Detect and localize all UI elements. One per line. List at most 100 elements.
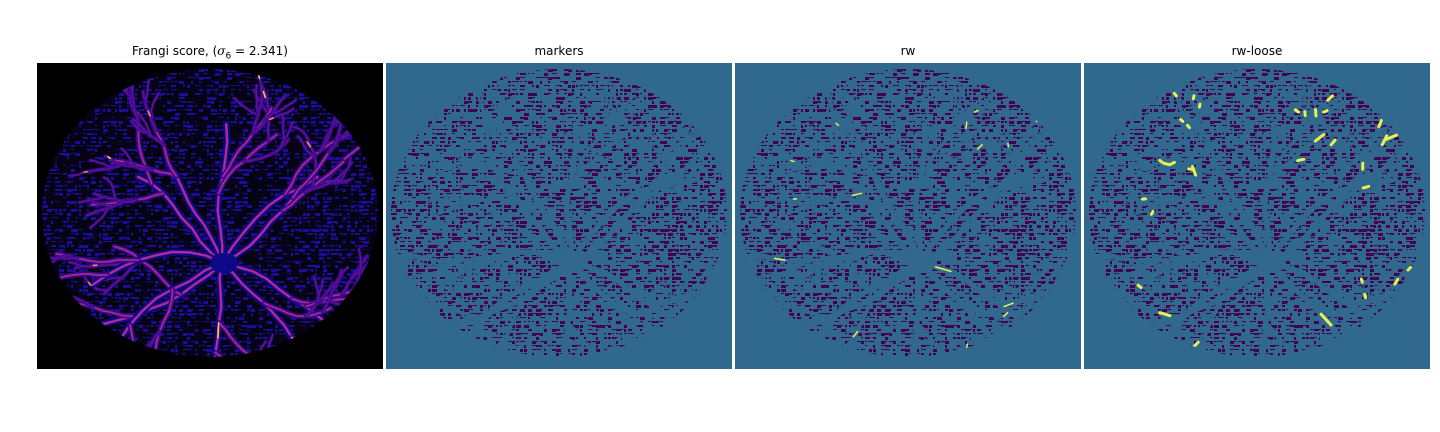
- vessel: [833, 174, 923, 266]
- vessel: [1155, 158, 1226, 178]
- vessel: [1115, 261, 1146, 268]
- highlight-segment: [1179, 118, 1185, 123]
- vessel-edge: [149, 92, 160, 117]
- vessel-edge: [78, 196, 106, 203]
- rw-title: rw: [900, 44, 916, 58]
- highlight-segment: [835, 122, 840, 127]
- highlight-segment: [1007, 142, 1010, 148]
- vessel: [1159, 244, 1230, 297]
- vessel-edge: [338, 157, 352, 184]
- vessel: [453, 155, 477, 167]
- vessel: [976, 121, 992, 150]
- vessel: [1362, 279, 1371, 306]
- vessel: [1379, 266, 1396, 289]
- vessel: [582, 97, 608, 117]
- highlight-segment: [1186, 123, 1191, 130]
- vessel-edge: [139, 114, 152, 137]
- vessel: [488, 113, 501, 137]
- vessel: [611, 301, 682, 319]
- highlight-segment: [1380, 134, 1389, 147]
- vessel: [570, 106, 623, 179]
- vessel: [766, 261, 797, 268]
- highlight-segment: [1314, 108, 1318, 118]
- highlight-segment: [257, 74, 261, 80]
- vessel: [1186, 113, 1199, 137]
- vessel-edge: [89, 208, 108, 229]
- highlight-segment: [1384, 133, 1399, 141]
- frangi-image: [37, 63, 383, 369]
- vessel: [1035, 157, 1050, 184]
- vessel: [1280, 97, 1306, 117]
- vessel: [1143, 260, 1272, 328]
- vessel: [800, 176, 815, 201]
- highlight-segment: [1319, 312, 1333, 327]
- highlight-segment: [1377, 119, 1383, 129]
- highlight-segment: [1293, 108, 1300, 114]
- vessel: [438, 207, 458, 229]
- highlight-segment: [87, 281, 92, 286]
- vessel-edge: [255, 85, 259, 116]
- rw-loose-title: rw-loose: [1231, 44, 1283, 58]
- vessel: [787, 207, 807, 229]
- highlight-segment: [790, 159, 795, 163]
- vessel: [788, 249, 923, 288]
- vessel: [955, 74, 967, 105]
- vessel: [1316, 99, 1344, 117]
- highlight-segment: [773, 257, 786, 261]
- vessel-edge: [109, 261, 224, 357]
- vessel: [802, 155, 826, 167]
- highlight-segment: [1296, 157, 1306, 163]
- vessel: [1212, 161, 1272, 266]
- vessel: [794, 260, 923, 328]
- vessel: [963, 107, 993, 122]
- highlight-segment: [1359, 277, 1364, 284]
- highlight-segment: [973, 109, 979, 113]
- vessel: [919, 106, 972, 179]
- vessel: [842, 77, 849, 103]
- vessel: [1325, 121, 1341, 150]
- vessel: [592, 138, 639, 163]
- vessel: [493, 77, 500, 103]
- vessel: [417, 169, 443, 177]
- highlight-segment: [262, 90, 267, 99]
- vessel: [427, 196, 455, 204]
- vessel: [627, 121, 643, 150]
- vessel: [1028, 269, 1041, 294]
- vessel: [1089, 272, 1157, 285]
- vessel: [498, 92, 509, 117]
- vessel: [1039, 254, 1067, 296]
- vessel: [439, 249, 574, 288]
- vessel: [967, 99, 995, 117]
- vessel-edge: [42, 272, 109, 284]
- vessel-edge: [358, 248, 362, 277]
- highlight-segment: [217, 322, 220, 339]
- vessel: [664, 279, 673, 306]
- highlight-segment: [1158, 311, 1172, 318]
- highlight-segment: [1322, 109, 1329, 114]
- highlight-segment: [1191, 94, 1196, 101]
- vessel: [1388, 254, 1416, 296]
- vessel-edge: [263, 302, 332, 318]
- vessel: [1167, 147, 1185, 169]
- optic-disc: [559, 253, 587, 273]
- highlight-segment: [147, 110, 151, 117]
- vessel: [1268, 106, 1321, 179]
- highlight-segment: [965, 343, 969, 349]
- vessel-edge: [144, 77, 151, 103]
- vessel-edge: [304, 179, 351, 193]
- vessel: [1351, 178, 1399, 194]
- vessel: [1384, 157, 1399, 184]
- frangi-title: Frangi score, (σ6 = 2.341): [132, 44, 288, 62]
- vessel-edge: [91, 250, 224, 286]
- vessel: [1030, 266, 1047, 289]
- vessel: [655, 140, 666, 188]
- vessel: [514, 161, 574, 266]
- vessel: [776, 196, 804, 204]
- retina-region: [391, 69, 727, 357]
- vessel: [1304, 74, 1316, 105]
- vessel: [1155, 260, 1272, 357]
- vessel: [445, 260, 574, 328]
- vessel: [914, 321, 975, 357]
- highlight-segment: [976, 144, 983, 150]
- vessel: [690, 254, 718, 296]
